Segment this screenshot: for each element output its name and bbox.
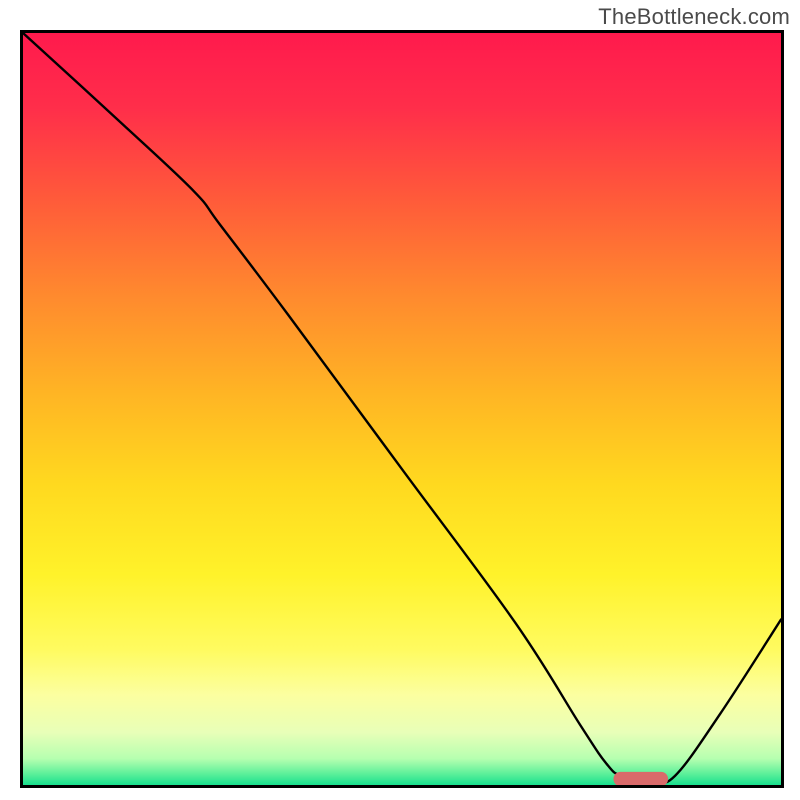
chart-svg — [23, 33, 781, 785]
gradient-rect — [23, 33, 781, 785]
chart-frame — [20, 30, 784, 788]
watermark-text: TheBottleneck.com — [598, 4, 790, 30]
marker-pill — [613, 772, 668, 785]
